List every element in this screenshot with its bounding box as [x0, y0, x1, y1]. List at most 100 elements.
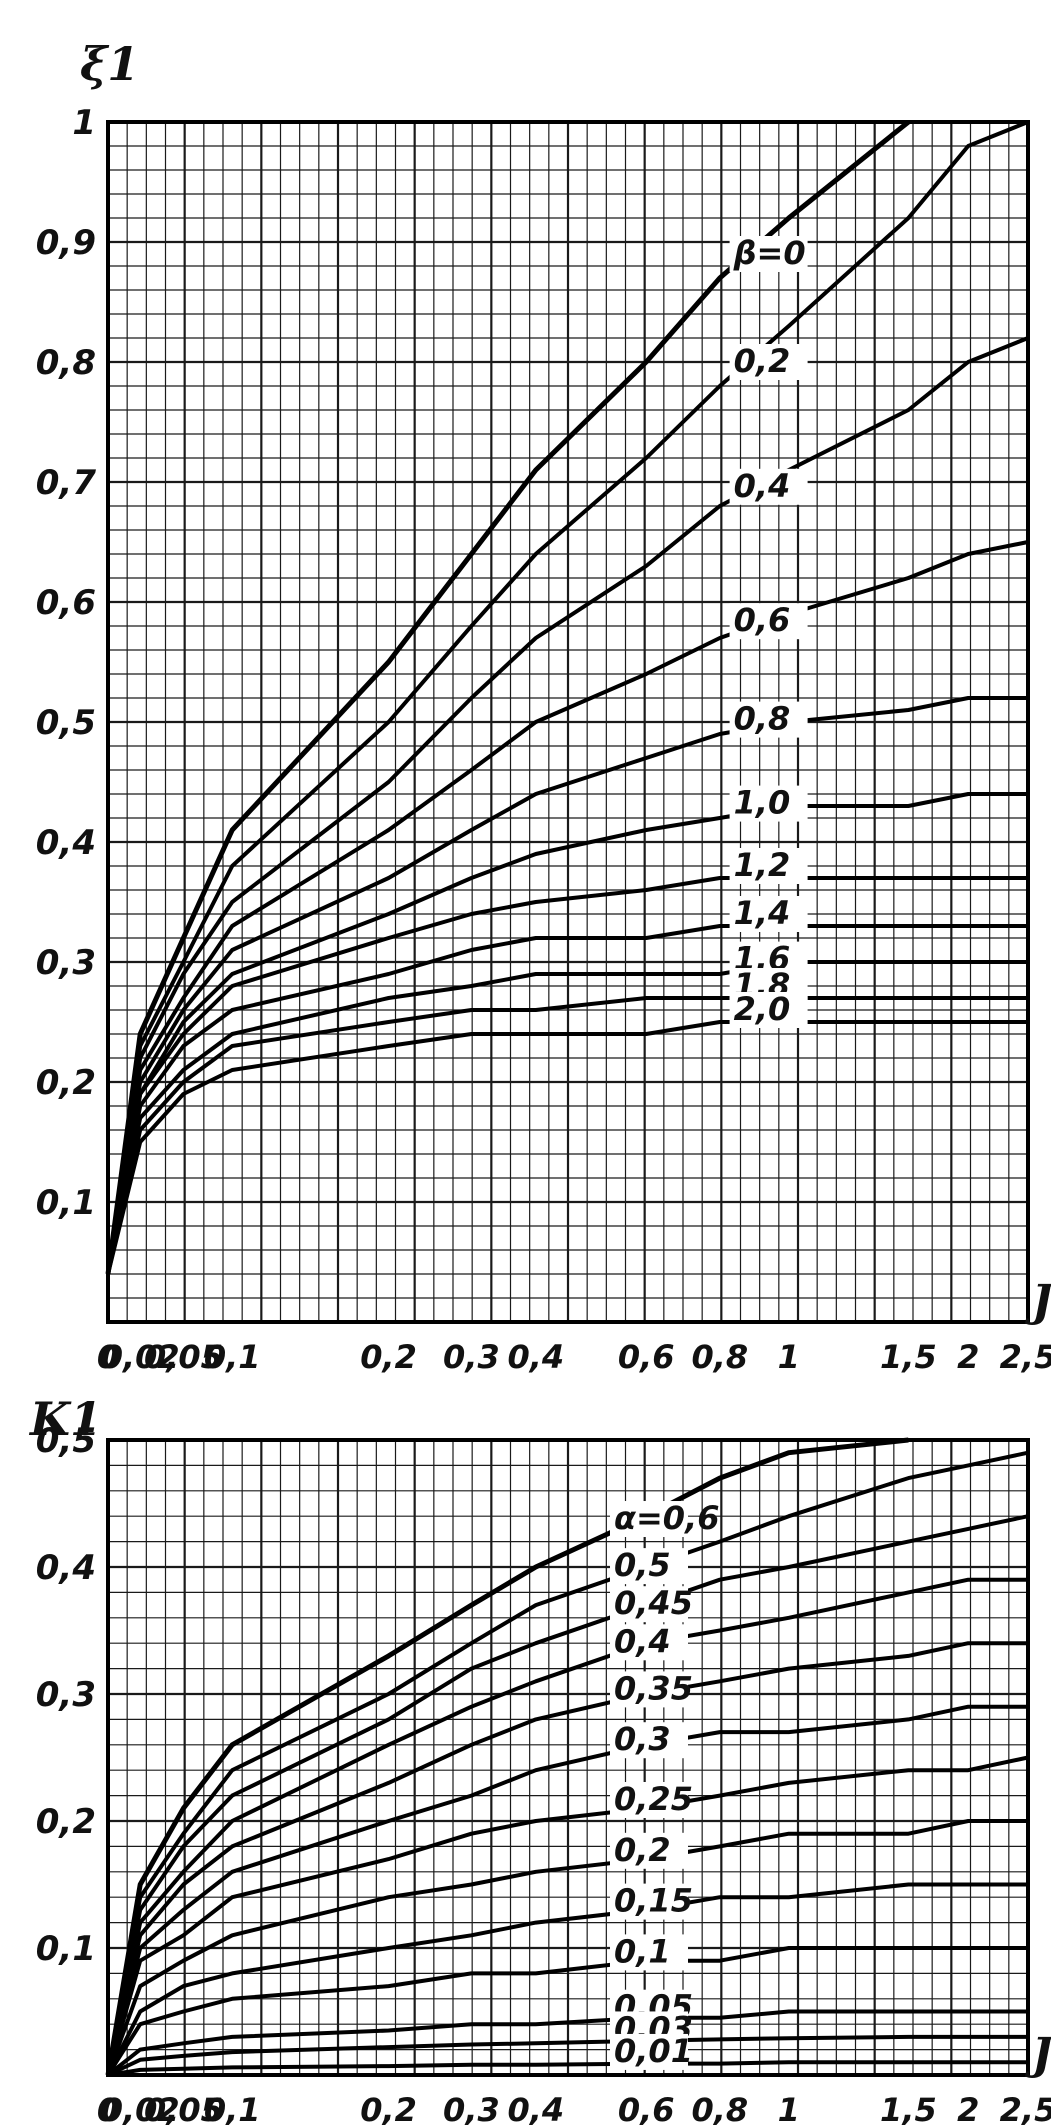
lower-curve-label-bg	[610, 2033, 688, 2070]
lower-y-tick-label: 0,2	[36, 1802, 96, 1842]
lower-curve-label: 0,5	[614, 1546, 671, 1584]
upper-curve-label: 1,0	[734, 784, 791, 822]
upper-plot-frame	[106, 120, 1030, 1324]
upper-x-tick-label: 1	[778, 1338, 800, 1376]
upper-y-tick-label: 0,5	[36, 703, 96, 743]
lower-curve-label-bg	[610, 1934, 688, 1971]
upper-y-tick-label: 0,1	[36, 1183, 96, 1223]
upper-x-tick-label: 2,5	[1000, 1338, 1051, 1376]
upper-y-tick-label: 0,8	[36, 343, 96, 383]
lower-y-tick-label: 0,4	[36, 1548, 96, 1588]
lower-curves	[105, 1437, 1029, 2077]
lower-x-tick-label: 2,5	[1000, 2091, 1051, 2125]
lower-curve-label-bg	[610, 1671, 688, 1708]
lower-curve-label: 0,45	[614, 1584, 693, 1622]
upper-curve-label: 2,0	[734, 990, 791, 1028]
upper-series-line	[106, 792, 1028, 1275]
upper-series-line	[106, 696, 1028, 1275]
upper-curve-label-bg	[729, 992, 808, 1028]
lower-curve-label-bg	[610, 1782, 688, 1819]
lower-curve-labels: α=0,60,50,450,40,350,30,250,20,150,10,05…	[610, 1499, 719, 2070]
lower-curve-label: 0,3	[614, 1720, 671, 1758]
lower-x-tick-label: 0,2	[360, 2091, 417, 2125]
upper-curve-label-bg	[729, 848, 808, 884]
lower-curve-label: 0,4	[614, 1622, 671, 1660]
upper-series-line	[106, 336, 1029, 1275]
upper-curve-label: 0,6	[734, 601, 791, 639]
upper-x-tick-label: 0,05	[144, 1338, 223, 1376]
lower-chart-k1: 0,10,20,30,40,500,020,050,1 0,2 0,3 0,4 0,6 0…	[28, 1392, 1051, 2125]
lower-curve-label-bg	[610, 1586, 688, 1623]
upper-curve-label-bg	[729, 344, 808, 380]
upper-series-line	[106, 540, 1029, 1275]
upper-curve-label: 1,4	[734, 894, 791, 932]
upper-series-line	[106, 960, 1028, 1275]
lower-y-tick-label: 0,5	[36, 1421, 96, 1461]
lower-series-line	[106, 1946, 1028, 2077]
lower-curve-label-bg	[610, 1883, 688, 1920]
upper-curve-label: β=0	[733, 234, 806, 272]
lower-y-tick-label: 0,1	[36, 1929, 96, 1969]
upper-curve-label-bg	[729, 603, 808, 640]
upper-x-tick-label: 0,02	[101, 1338, 180, 1376]
lower-y-tick-label: 0,3	[36, 1675, 96, 1715]
upper-curve-label: 0,8	[734, 700, 791, 738]
upper-x-tick-label: 0,8	[691, 1338, 748, 1376]
upper-y-tick-label: 0,6	[36, 583, 96, 623]
upper-y-tick-label: 0,4	[36, 823, 96, 863]
upper-curve-label: 0,4	[734, 467, 791, 505]
lower-curve-label: α=0,6	[614, 1499, 719, 1537]
upper-y-tick-label: 0,9	[36, 223, 96, 263]
upper-y-tick-label: 0,3	[36, 943, 96, 983]
lower-curve-label: 0,25	[614, 1780, 693, 1818]
lower-series-line	[107, 2034, 1028, 2077]
lower-series-line	[106, 1704, 1028, 2076]
upper-curve-label-bg	[729, 896, 808, 932]
lower-x-tick-label: 1,5	[880, 2091, 937, 2125]
upper-x-tick-label: 0,3	[443, 1338, 500, 1376]
lower-y-axis-label: K1	[28, 1392, 102, 1446]
lower-series-line	[106, 1450, 1029, 2076]
upper-x-tick-label: 0,6	[618, 1338, 675, 1376]
lower-curve-label-bg	[610, 1624, 688, 1661]
lower-series-line	[106, 1882, 1028, 2076]
upper-curve-label-bg	[729, 468, 808, 505]
lower-x-tick-label: 1	[778, 2091, 800, 2125]
lower-curve-label-bg	[610, 1832, 688, 1869]
upper-x-tick-label: 0,4	[507, 1338, 564, 1376]
lower-series-line	[106, 1641, 1028, 2076]
upper-series-line	[106, 996, 1028, 1275]
lower-series-line	[106, 1819, 1028, 2076]
lower-x-tick-label: 0,05	[144, 2091, 223, 2125]
lower-grid	[106, 1438, 1030, 2077]
upper-chart-xi1: 0,10,20,30,40,50,60,70,80,9100,020,050,1…	[36, 37, 1051, 1376]
lower-x-tick-label: 0	[97, 2091, 119, 2125]
upper-series-line	[106, 876, 1028, 1275]
lower-curve-label: 0,35	[614, 1669, 693, 1707]
lower-curve-label: 0,1	[614, 1932, 671, 1970]
upper-x-tick-label: 2	[957, 1338, 979, 1376]
lower-series-line	[106, 1755, 1029, 2076]
upper-y-tick-label: 0,7	[36, 463, 97, 503]
upper-series-line	[106, 1020, 1028, 1275]
upper-curve-labels: β=00,20,40,60,81,01,21,41,61,82,0	[729, 234, 808, 1028]
lower-curve-label: 0,15	[614, 1882, 693, 1920]
lower-series-line	[106, 1514, 1029, 2076]
upper-x-tick-label: 0,2	[360, 1338, 417, 1376]
upper-curve-label-bg	[729, 701, 808, 738]
lower-x-tick-label: 0,6	[618, 2091, 675, 2125]
lower-x-tick-label: 0,8	[691, 2091, 748, 2125]
lower-curve-label: 0,2	[614, 1831, 671, 1869]
upper-y-axis-label: ξ1	[80, 37, 139, 91]
upper-series-line	[106, 924, 1028, 1275]
lower-curve-label-bg	[610, 1722, 688, 1759]
lower-curve-label-bg	[610, 1548, 688, 1585]
lower-x-tick-label: 2	[957, 2091, 979, 2125]
lower-series-line	[107, 2060, 1028, 2077]
upper-curve-label-bg	[729, 785, 808, 822]
lower-x-tick-label: 0,1	[204, 2091, 261, 2125]
upper-curve-label: 1,2	[734, 846, 791, 884]
lower-series-line	[106, 2009, 1028, 2077]
lower-series-line	[106, 1577, 1028, 2076]
upper-grid	[106, 120, 1030, 1324]
